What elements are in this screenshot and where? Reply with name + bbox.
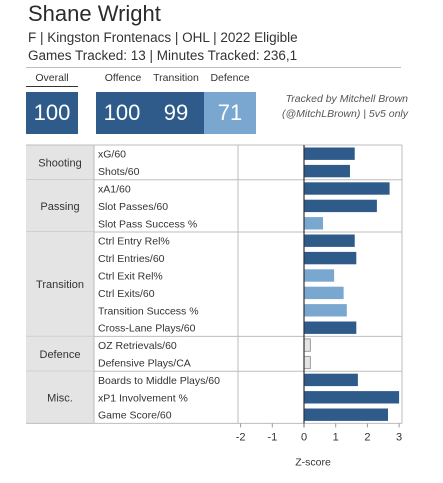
tracking-note-line2: (@MitchLBrown) | 5v5 only — [281, 108, 408, 120]
player-info: F | Kingston Frontenacs | OHL | 2022 Eli… — [28, 30, 298, 45]
transition-score: 99 — [148, 92, 204, 134]
player-name: Shane Wright — [28, 1, 161, 26]
metric-label: OZ Retrievals/60 — [98, 340, 177, 352]
group-cell — [26, 232, 94, 337]
bar — [304, 321, 357, 334]
metric-label: Ctrl Exits/60 — [98, 288, 155, 300]
metric-label: Slot Passes/60 — [98, 201, 168, 213]
metric-label: Ctrl Exit Rel% — [98, 271, 163, 283]
group-label: Defence — [40, 349, 81, 361]
metric-label: Ctrl Entry Rel% — [98, 236, 170, 248]
metric-label: Shots/60 — [98, 166, 140, 178]
x-axis-label: Z-score — [295, 456, 331, 468]
group-label: Shooting — [38, 157, 81, 169]
group-cell — [26, 179, 94, 232]
tracking-info: Games Tracked: 13 | Minutes Tracked: 236… — [28, 48, 298, 63]
x-tick-label: -2 — [236, 431, 246, 443]
group-label: Misc. — [47, 392, 73, 404]
bar — [304, 234, 355, 247]
bar — [304, 182, 390, 195]
group-cell — [26, 371, 94, 424]
x-tick-label: 0 — [301, 431, 307, 443]
overall-label: Overall — [35, 72, 69, 84]
metric-label: Boards to Middle Plays/60 — [98, 375, 220, 387]
metric-label: Game Score/60 — [98, 410, 172, 422]
bar — [304, 408, 389, 421]
overall-underline — [26, 86, 78, 87]
transition-label: Transition — [153, 72, 199, 84]
group-label: Transition — [36, 279, 84, 291]
bar — [303, 355, 311, 370]
metric-label: Cross-Lane Plays/60 — [98, 323, 196, 335]
x-tick-label: 2 — [364, 431, 370, 443]
bar — [304, 199, 377, 213]
bar — [304, 286, 344, 300]
bar — [304, 373, 358, 387]
bar — [304, 269, 335, 282]
offence-score: 100 — [96, 92, 148, 134]
header-divider — [26, 67, 401, 68]
defence-label: Defence — [210, 72, 250, 84]
bar — [304, 251, 357, 265]
metric-label: Ctrl Entries/60 — [98, 253, 165, 265]
bar — [304, 304, 347, 317]
bar — [304, 217, 324, 230]
tracking-note-line1: Tracked by Mitchell Brown — [285, 93, 408, 105]
metric-label: xG/60 — [98, 149, 126, 161]
offence-label: Offence — [104, 72, 142, 84]
overall-score: 100 — [26, 92, 78, 134]
x-tick-label: 1 — [333, 431, 339, 443]
x-tick-label: -1 — [267, 431, 277, 443]
bar — [304, 147, 355, 160]
group-cell — [26, 336, 94, 372]
metric-label: Slot Pass Success % — [98, 218, 197, 230]
tracking-note: Tracked by Mitchell Brown (@MitchLBrown)… — [258, 92, 408, 122]
bar — [304, 391, 400, 404]
bar — [303, 338, 311, 352]
group-label: Passing — [40, 201, 79, 213]
metric-label: xP1 Involvement % — [98, 392, 188, 404]
group-cell — [26, 145, 94, 180]
bar — [304, 164, 350, 178]
x-tick-label: 3 — [396, 431, 402, 443]
defence-score: 71 — [204, 92, 256, 134]
metric-label: Defensive Plays/CA — [98, 358, 191, 370]
metric-label: xA1/60 — [98, 184, 131, 196]
metric-label: Transition Success % — [98, 305, 199, 317]
